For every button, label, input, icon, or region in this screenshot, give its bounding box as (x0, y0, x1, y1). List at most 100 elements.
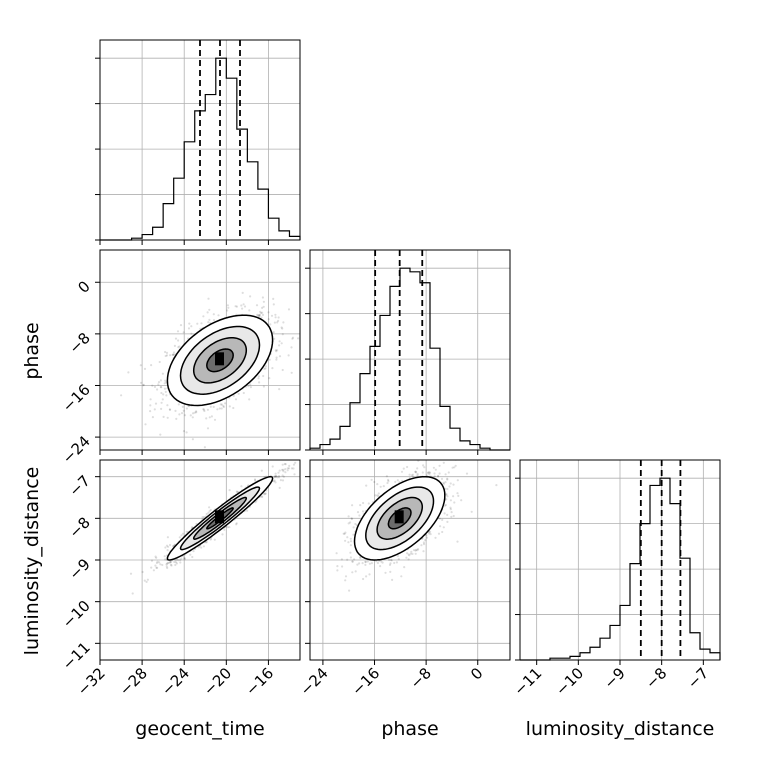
scatter-point (182, 331, 185, 334)
scatter-point (281, 333, 284, 336)
scatter-point (169, 563, 173, 566)
scatter-point (154, 564, 157, 567)
scatter-point (207, 511, 210, 514)
scatter-point (364, 560, 367, 563)
scatter-point (346, 536, 349, 539)
scatter-point (169, 561, 172, 564)
scatter-point (377, 492, 380, 495)
scatter-point (437, 474, 440, 477)
scatter-point (183, 558, 186, 561)
scatter-point (341, 565, 344, 568)
scatter-point (190, 332, 193, 335)
x-axis-label-phase: phase (381, 718, 438, 740)
scatter-point (195, 410, 198, 413)
scatter-point (262, 385, 265, 388)
scatter-point (410, 550, 413, 553)
scatter-point (351, 504, 354, 507)
scatter-point (386, 481, 389, 485)
x-tick-label-ph: −8 (407, 664, 435, 692)
scatter-point (359, 504, 362, 507)
scatter-point (165, 565, 168, 568)
scatter-point (368, 562, 371, 565)
scatter-point (212, 319, 216, 322)
scatter-point (407, 553, 410, 556)
scatter-point (149, 398, 152, 401)
scatter-point (166, 561, 169, 565)
scatter-point (292, 467, 295, 470)
scatter-point (201, 516, 204, 519)
scatter-point (284, 463, 287, 466)
scatter-point (158, 360, 161, 364)
scatter-point (140, 381, 143, 384)
scatter-point (257, 314, 260, 317)
scatter-point (168, 561, 171, 564)
scatter-point (179, 324, 183, 327)
scatter-point (446, 520, 449, 524)
scatter-point (407, 558, 410, 561)
scatter-point (174, 561, 177, 564)
scatter-point (166, 536, 169, 539)
scatter-point (273, 475, 276, 478)
scatter-point (441, 518, 444, 522)
scatter-point (406, 465, 409, 469)
panel-frame (99, 459, 301, 661)
scatter-point (263, 493, 266, 496)
scatter-point (192, 550, 195, 553)
scatter-point (495, 484, 498, 487)
scatter-point (154, 555, 157, 558)
scatter-point (208, 416, 211, 419)
scatter-point (364, 560, 367, 564)
scatter-point (264, 365, 267, 368)
scatter-point (272, 331, 275, 334)
scatter-point (208, 308, 211, 311)
scatter-point (349, 540, 353, 543)
scatter-point (376, 494, 379, 497)
scatter-point (182, 430, 186, 433)
scatter-point (159, 385, 162, 389)
scatter-point (190, 325, 193, 328)
scatter-point (446, 477, 449, 480)
scatter-point (290, 467, 294, 470)
scatter-point (172, 353, 175, 356)
scatter-point (287, 467, 291, 470)
scatter-point (278, 355, 282, 358)
scatter-point (157, 381, 161, 384)
scatter-point (359, 556, 362, 560)
scatter-point (162, 415, 165, 418)
scatter-point (276, 321, 279, 324)
scatter-point (416, 474, 419, 477)
contour-line (192, 337, 248, 384)
scatter-point (190, 526, 194, 529)
scatter-point (150, 559, 154, 562)
scatter-point (446, 513, 449, 517)
panel-frame (519, 459, 721, 661)
scatter-point (437, 532, 441, 535)
scatter-point (182, 409, 185, 412)
scatter-point (153, 385, 157, 388)
panel-data (129, 461, 297, 595)
scatter-point (456, 479, 459, 482)
y-tick-label-ld: −8 (65, 513, 93, 541)
scatter-point (180, 534, 183, 537)
scatter-point (389, 570, 392, 574)
scatter-point (376, 483, 379, 486)
x-tick-label-gt: −16 (242, 664, 277, 699)
scatter-point (202, 315, 205, 318)
scatter-point (410, 474, 413, 477)
scatter-point (162, 393, 165, 396)
scatter-point (166, 549, 169, 552)
scatter-point (379, 485, 382, 488)
x-tick-label-ph: −16 (348, 664, 383, 699)
scatter-point (284, 468, 287, 471)
scatter-point (261, 313, 265, 316)
scatter-point (234, 398, 238, 401)
x-tick-label-gt: −24 (158, 664, 193, 699)
scatter-point (151, 416, 154, 419)
scatter-point (219, 403, 222, 406)
scatter-point (429, 530, 432, 534)
x-tick-label-ph: 0 (467, 664, 486, 683)
scatter-point (416, 549, 419, 552)
scatter-point (414, 470, 417, 473)
scatter-point (426, 471, 429, 475)
scatter-point (273, 337, 276, 340)
